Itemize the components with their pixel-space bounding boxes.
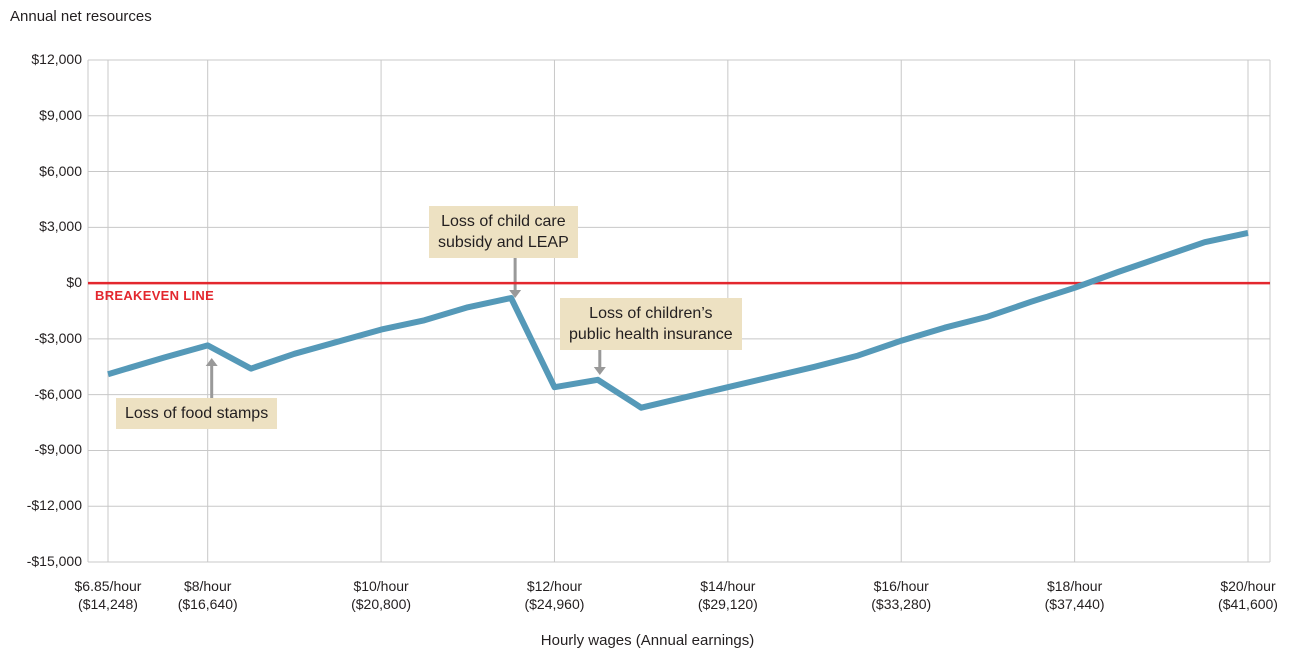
y-tick-label: $6,000: [39, 162, 82, 179]
arrow-food-stamps-head: [205, 358, 218, 366]
arrow-health-insurance-head: [593, 367, 606, 375]
breakeven-label: BREAKEVEN LINE: [95, 288, 215, 303]
y-axis-label: Annual net resources: [10, 8, 152, 25]
annotation-arrows: [205, 258, 606, 398]
y-tick-label: $0: [66, 274, 82, 291]
annotation-text: public health insurance: [569, 326, 733, 343]
x-tick-annual: ($24,960): [524, 596, 585, 612]
y-tick-label: -$6,000: [34, 385, 82, 402]
x-tick-annual: ($41,600): [1218, 596, 1278, 612]
series-group: [107, 229, 1249, 411]
annotation-child-care: Loss of child care subsidy and LEAP: [429, 206, 578, 258]
x-tick-wage: $10/hour: [353, 578, 409, 594]
x-axis-label: Hourly wages (Annual earnings): [540, 632, 755, 649]
annotation-text: Loss of food stamps: [125, 405, 269, 422]
x-tick-wage: $8/hour: [183, 578, 232, 594]
x-tick-annual: ($29,120): [697, 596, 758, 612]
x-tick-annual: ($20,800): [351, 596, 412, 612]
x-tick-label: $6.85/hour ($14,248): [58, 577, 158, 613]
x-tick-wage: $12/hour: [526, 578, 583, 594]
x-tick-label: $16/hour ($33,280): [851, 577, 951, 613]
annotation-food-stamps: Loss of food stamps: [116, 398, 278, 429]
y-tick-label: $3,000: [39, 218, 82, 235]
x-tick-wage: $16/hour: [873, 578, 929, 594]
x-tick-label: $8/hour ($16,640): [158, 577, 258, 613]
x-tick-wage: $14/hour: [700, 578, 756, 594]
x-tick-wage: $6.85/hour: [74, 578, 142, 594]
y-tick-label: $9,000: [39, 106, 82, 123]
y-tick-label: -$9,000: [34, 441, 82, 458]
x-tick-annual: ($37,440): [1044, 596, 1105, 612]
y-tick-label: -$3,000: [34, 329, 82, 346]
y-tick-label: $12,000: [31, 51, 82, 67]
x-tick-label: $14/hour ($29,120): [678, 577, 778, 613]
x-tick-label: $12/hour ($24,960): [504, 577, 604, 613]
y-tick-label: -$15,000: [26, 553, 82, 569]
y-tick-label: -$12,000: [26, 497, 82, 514]
x-tick-annual: ($14,248): [78, 596, 138, 612]
x-tick-wage: $20/hour: [1220, 578, 1276, 594]
x-tick-label: $18/hour ($37,440): [1025, 577, 1125, 613]
x-tick-wage: $18/hour: [1046, 578, 1103, 594]
annotation-health-insurance: Loss of children’s public health insuran…: [560, 298, 742, 350]
x-tick-label: $10/hour ($20,800): [331, 577, 431, 613]
x-tick-annual: ($33,280): [871, 596, 932, 612]
x-tick-annual: ($16,640): [177, 596, 238, 612]
x-tick-label: $20/hour ($41,600): [1198, 577, 1295, 613]
annotation-text: subsidy and LEAP: [438, 234, 569, 251]
annotation-text: Loss of child care: [441, 213, 566, 230]
series-line: [107, 229, 1249, 411]
arrow-child-care-head: [509, 290, 522, 298]
annotation-text: Loss of children’s: [589, 305, 713, 322]
